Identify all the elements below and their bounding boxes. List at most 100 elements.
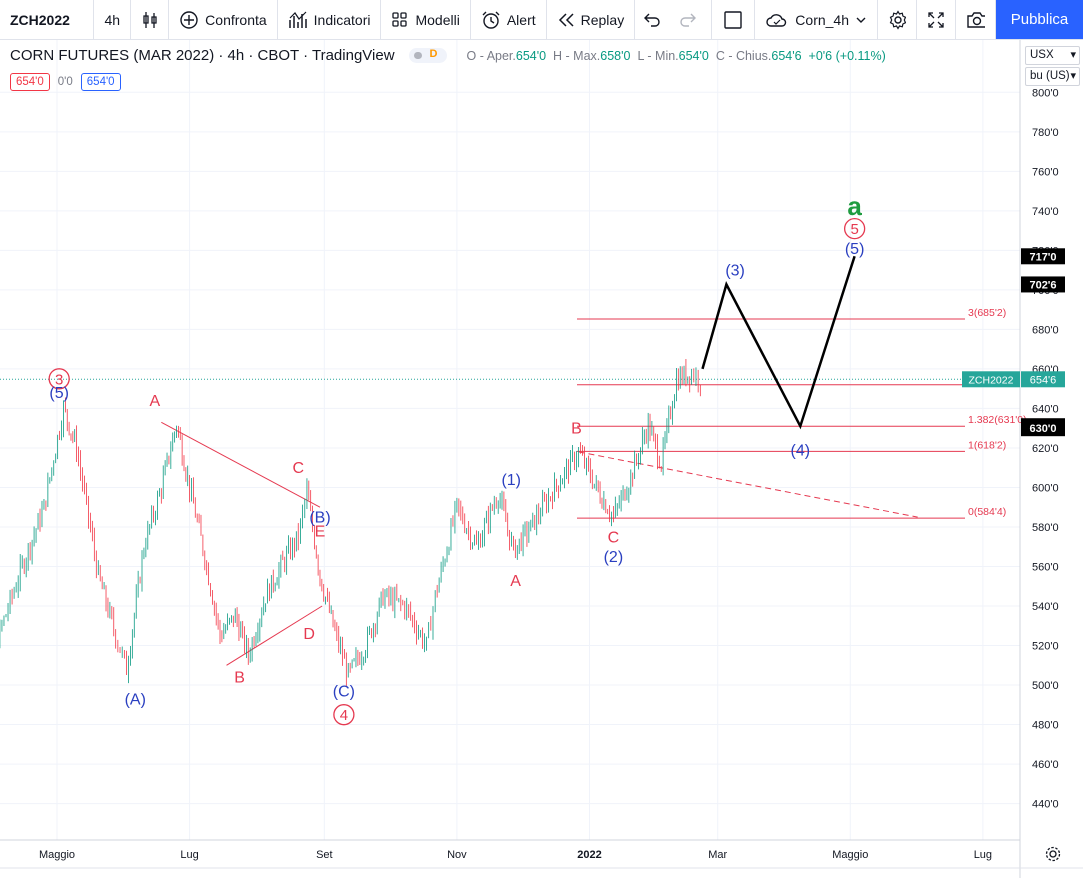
delay-badge[interactable]: D	[408, 48, 447, 63]
layout-name: Corn_4h	[795, 11, 849, 28]
fib-levels[interactable]: 3(685'2) 1.382(631'0) 1(618'2) 0(584'4)	[577, 307, 1027, 519]
wave-label: C	[608, 529, 620, 546]
high-value: 658'0	[600, 48, 631, 63]
wave-label: (3)	[725, 263, 745, 280]
axis-settings-gear-icon[interactable]	[1045, 846, 1061, 862]
redo-button[interactable]	[669, 0, 713, 39]
alert-button[interactable]: Alert	[471, 0, 547, 39]
indicators-icon	[288, 11, 307, 28]
wave-projection-path[interactable]	[701, 255, 856, 430]
square-layout-icon	[724, 10, 742, 29]
wave-label: B	[234, 670, 245, 687]
indicators-button[interactable]: Indicatori	[278, 0, 382, 39]
price-tag-label: 717'0	[1029, 251, 1056, 263]
layout-save-button[interactable]: Corn_4h	[755, 0, 878, 39]
y-tick-label: 780'0	[1032, 127, 1059, 139]
wave-label: (B)	[309, 510, 330, 527]
x-tick-label: Nov	[447, 849, 467, 861]
y-tick-label: 440'0	[1032, 799, 1059, 811]
compare-button[interactable]: Confronta	[169, 0, 278, 39]
price-axis[interactable]: 800'0780'0760'0740'0720'0700'0680'0660'0…	[1032, 87, 1059, 810]
last-price-symbol: ZCH2022	[969, 374, 1014, 386]
y-tick-label: 800'0	[1032, 87, 1059, 99]
top-toolbar: ZCH2022 4h Confronta Indicatori Modelli …	[0, 0, 1083, 40]
y-tick-label: 600'0	[1032, 482, 1059, 494]
fib-level-label: 3(685'2)	[968, 307, 1006, 319]
wave-label: (C)	[333, 683, 355, 700]
symbol-search-button[interactable]: ZCH2022	[0, 0, 95, 39]
last-price-symbol-tag	[962, 371, 1020, 388]
status-dot-icon	[413, 52, 422, 59]
replay-label: Replay	[580, 11, 625, 28]
interval-button[interactable]: 4h	[94, 0, 132, 39]
price-tag	[1021, 248, 1065, 265]
fib-level-label: 1(618'2)	[968, 439, 1006, 451]
y-tick-label: 520'0	[1032, 641, 1059, 653]
currency-select[interactable]: USX	[1025, 46, 1080, 65]
y-tick-label: 580'0	[1032, 522, 1059, 534]
alert-label: Alert	[506, 11, 536, 28]
y-tick-label: 540'0	[1032, 601, 1059, 613]
trendline[interactable]	[578, 451, 918, 518]
templates-button[interactable]: Modelli	[381, 0, 471, 39]
bid-price[interactable]: 654'0	[10, 73, 50, 91]
wave-label-circle	[843, 217, 866, 240]
candles	[0, 359, 701, 687]
change-value: +0'6 (+0.11%)	[808, 48, 886, 63]
wave-label: 5	[850, 221, 858, 238]
plus-circle-icon	[180, 10, 198, 29]
x-tick-label: Mar	[708, 849, 727, 861]
snapshot-button[interactable]	[956, 0, 996, 39]
gear-icon	[889, 9, 906, 30]
candles-icon	[143, 11, 157, 28]
x-tick-label: Maggio	[39, 849, 75, 861]
chevron-down-icon	[856, 17, 866, 23]
wave-label: (5)	[49, 385, 69, 402]
fib-level-label: 1.382(631'0)	[968, 414, 1027, 426]
last-price-tag	[1021, 371, 1065, 388]
templates-label: Modelli	[415, 11, 460, 28]
undo-button[interactable]	[635, 0, 669, 39]
replay-button[interactable]: Replay	[547, 0, 636, 39]
indicators-label: Indicatori	[313, 11, 371, 28]
rewind-icon	[558, 12, 574, 27]
close-label: C - Chius.	[715, 48, 772, 63]
fullscreen-layout-button[interactable]	[712, 0, 756, 39]
x-tick-label: Lug	[180, 849, 198, 861]
unit-select[interactable]: bu (US)	[1025, 67, 1080, 86]
chart-title: CORN FUTURES (MAR 2022) · 4h · CBOT · Tr…	[10, 47, 395, 64]
x-tick-label: 2022	[577, 849, 601, 861]
wave-label: (2)	[604, 549, 624, 566]
ohlc-values: O - Aper.654'0 H - Max.658'0 L - Min.654…	[467, 49, 886, 63]
delay-badge-label: D	[429, 48, 438, 60]
wave-label: E	[315, 523, 326, 540]
symbol-label: ZCH2022	[10, 11, 70, 28]
trendline[interactable]	[226, 605, 323, 666]
low-label: L - Min.	[637, 48, 679, 63]
open-value: 654'0	[515, 48, 547, 63]
ask-price[interactable]: 654'0	[80, 73, 121, 91]
y-tick-label: 620'0	[1032, 443, 1059, 455]
wave-label: (5)	[845, 241, 865, 258]
publish-button[interactable]: Pubblica	[996, 0, 1083, 39]
chart-type-button[interactable]	[131, 0, 170, 39]
wave-label-circle	[333, 704, 355, 726]
settings-button[interactable]	[878, 0, 917, 39]
trendline[interactable]	[161, 421, 321, 508]
cloud-icon	[766, 13, 787, 27]
price-tag-label: 702'6	[1029, 279, 1056, 291]
trendlines[interactable]	[161, 421, 918, 666]
wave-label: 3	[55, 371, 63, 388]
fib-level-label: 0(584'4)	[968, 506, 1006, 518]
time-axis[interactable]: Maggio Lug Set Nov 2022 Mar Maggio Lug	[39, 849, 992, 861]
x-tick-label: Set	[316, 849, 333, 861]
wave-label: A	[510, 573, 521, 590]
x-tick-label: Maggio	[832, 849, 868, 861]
spread-value: 0'0	[57, 76, 73, 88]
wave-label: D	[303, 626, 315, 643]
y-tick-label: 560'0	[1032, 561, 1059, 573]
fullscreen-button[interactable]	[917, 0, 956, 39]
y-tick-label: 460'0	[1032, 759, 1059, 771]
